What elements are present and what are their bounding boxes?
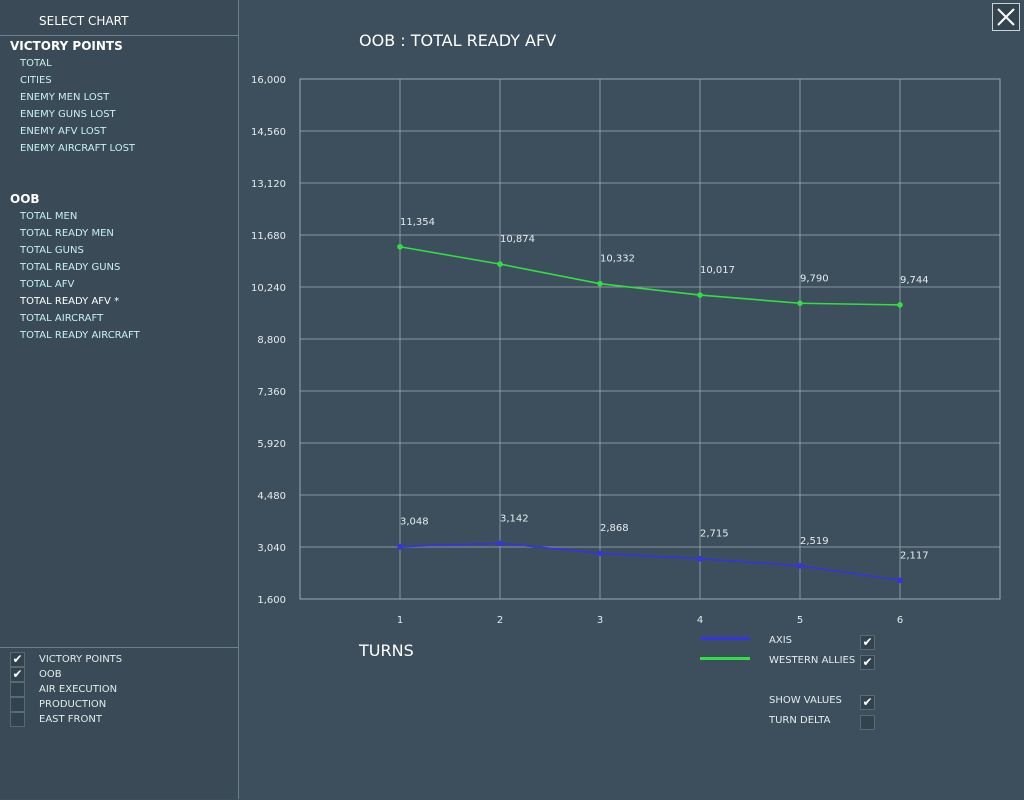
turn-delta-checkbox[interactable] [860, 715, 875, 730]
y-tick-label: 1,600 [257, 595, 286, 606]
western-allies-data-label: 9,790 [800, 273, 829, 284]
axis-data-label: 2,868 [600, 523, 629, 534]
y-tick-label: 8,800 [257, 335, 286, 346]
filter-victory-points[interactable]: ✔ VICTORY POINTS [10, 652, 210, 667]
allies-legend-swatch [700, 657, 750, 660]
western-allies-data-point [797, 300, 803, 307]
western-allies-data-label: 10,874 [500, 234, 535, 245]
line-chart: 16,000 14,560 13,120 11,680 10,240 8,800 7,360… [251, 75, 1001, 626]
western-allies-series-line [399, 245, 901, 306]
western-allies-data-label: 10,017 [700, 265, 735, 276]
western-allies-data-point [497, 261, 503, 267]
western-allies-data-point [597, 280, 603, 287]
x-tick-label: 4 [697, 615, 703, 626]
victory-points-checkbox[interactable]: ✔ [10, 652, 25, 667]
axis-data-label: 2,715 [700, 529, 729, 540]
y-tick-label: 5,920 [257, 439, 286, 450]
y-tick-label: 14,560 [251, 127, 286, 138]
production-checkbox[interactable] [10, 697, 25, 712]
y-tick-label: 7,360 [257, 387, 286, 398]
y-tick-label: 10,240 [251, 283, 286, 294]
filter-air-execution[interactable]: AIR EXECUTION [10, 682, 210, 697]
axis-legend-swatch [700, 637, 750, 640]
western-allies-data-point [697, 292, 703, 298]
east-front-checkbox[interactable] [10, 712, 25, 727]
western-allies-data-label: 9,744 [900, 275, 929, 286]
axis-data-point [497, 540, 503, 547]
menu-item-enemy-aircraft-lost[interactable]: ENEMY AIRCRAFT LOST [20, 143, 136, 154]
y-tick-label: 4,480 [257, 491, 286, 502]
western-allies-data-label: 10,332 [600, 254, 635, 265]
group-heading-victory-points: VICTORY POINTS [10, 39, 123, 53]
menu-item-total[interactable]: TOTAL [20, 58, 52, 69]
filter-east-front[interactable]: EAST FRONT [10, 712, 210, 727]
menu-item-total-guns[interactable]: TOTAL GUNS [20, 245, 84, 256]
x-tick-label: 5 [797, 615, 803, 626]
chart-title: OOB : TOTAL READY AFV [359, 31, 557, 50]
y-tick-label: 13,120 [251, 179, 286, 190]
menu-item-enemy-afv-lost[interactable]: ENEMY AFV LOST [20, 126, 107, 137]
axis-data-point [897, 577, 903, 584]
western-allies-data-point [397, 243, 403, 250]
axis-data-point [397, 543, 403, 550]
axis-data-label: 3,048 [400, 517, 429, 528]
y-tick-label: 3,040 [257, 543, 286, 554]
axis-series-line [399, 542, 901, 582]
filter-label: PRODUCTION [39, 699, 107, 710]
y-tick-label: 11,680 [251, 231, 286, 242]
axis-data-point [697, 555, 703, 562]
chart-selector-panel: SELECT CHART VICTORY POINTS TOTAL CITIES… [0, 0, 239, 799]
x-tick-label: 6 [897, 615, 903, 626]
filter-oob[interactable]: ✔ OOB [10, 667, 210, 682]
menu-item-enemy-guns-lost[interactable]: ENEMY GUNS LOST [20, 109, 116, 120]
western-allies-data-label: 11,354 [400, 217, 435, 228]
victory-points-group: VICTORY POINTS TOTAL CITIES ENEMY MEN LO… [10, 38, 135, 157]
menu-item-total-afv[interactable]: TOTAL AFV [20, 279, 75, 290]
menu-item-total-aircraft[interactable]: TOTAL AIRCRAFT [20, 313, 104, 324]
filter-label: AIR EXECUTION [39, 684, 118, 695]
allies-series-checkbox[interactable]: ✔ [860, 655, 875, 670]
menu-item-total-ready-men[interactable]: TOTAL READY MEN [20, 228, 114, 239]
x-tick-label: 3 [597, 615, 603, 626]
filter-label: VICTORY POINTS [39, 654, 123, 665]
y-tick-label: 16,000 [251, 75, 286, 86]
axis-data-point [797, 563, 803, 569]
axis-series-checkbox[interactable]: ✔ [860, 635, 875, 650]
axis-legend-label: AXIS [769, 635, 792, 646]
show-values-label: SHOW VALUES [769, 695, 842, 706]
menu-item-total-ready-afv[interactable]: TOTAL READY AFV * [20, 296, 120, 307]
menu-item-total-men[interactable]: TOTAL MEN [20, 211, 78, 222]
menu-item-total-ready-aircraft[interactable]: TOTAL READY AIRCRAFT [20, 330, 140, 341]
western-allies-data-point [897, 302, 903, 308]
axis-data-label: 3,142 [500, 513, 529, 524]
close-icon [997, 8, 1015, 26]
oob-group: OOB TOTAL MEN TOTAL READY MEN TOTAL GUNS… [10, 191, 140, 344]
filter-label: OOB [39, 669, 62, 680]
show-values-checkbox[interactable]: ✔ [860, 695, 875, 710]
oob-checkbox[interactable]: ✔ [10, 667, 25, 682]
filter-production[interactable]: PRODUCTION [10, 697, 210, 712]
group-heading-oob: OOB [10, 192, 40, 206]
filter-label: EAST FRONT [39, 714, 102, 725]
allies-legend-label: WESTERN ALLIES [769, 655, 856, 666]
select-chart-heading: SELECT CHART [0, 8, 238, 36]
turn-delta-label: TURN DELTA [769, 715, 831, 726]
axis-data-label: 2,519 [800, 536, 829, 547]
x-tick-label: 2 [497, 615, 503, 626]
menu-item-cities[interactable]: CITIES [20, 75, 52, 86]
x-axis-label: TURNS [359, 641, 414, 660]
axis-data-label: 2,117 [900, 550, 929, 561]
x-tick-label: 1 [397, 615, 403, 626]
air-execution-checkbox[interactable] [10, 682, 25, 697]
category-filter-panel: ✔ VICTORY POINTS ✔ OOB AIR EXECUTION PRO… [0, 647, 238, 800]
menu-item-enemy-men-lost[interactable]: ENEMY MEN LOST [20, 92, 110, 103]
axis-data-point [597, 550, 603, 557]
menu-item-total-ready-guns[interactable]: TOTAL READY GUNS [20, 262, 121, 273]
close-button[interactable] [992, 3, 1020, 31]
